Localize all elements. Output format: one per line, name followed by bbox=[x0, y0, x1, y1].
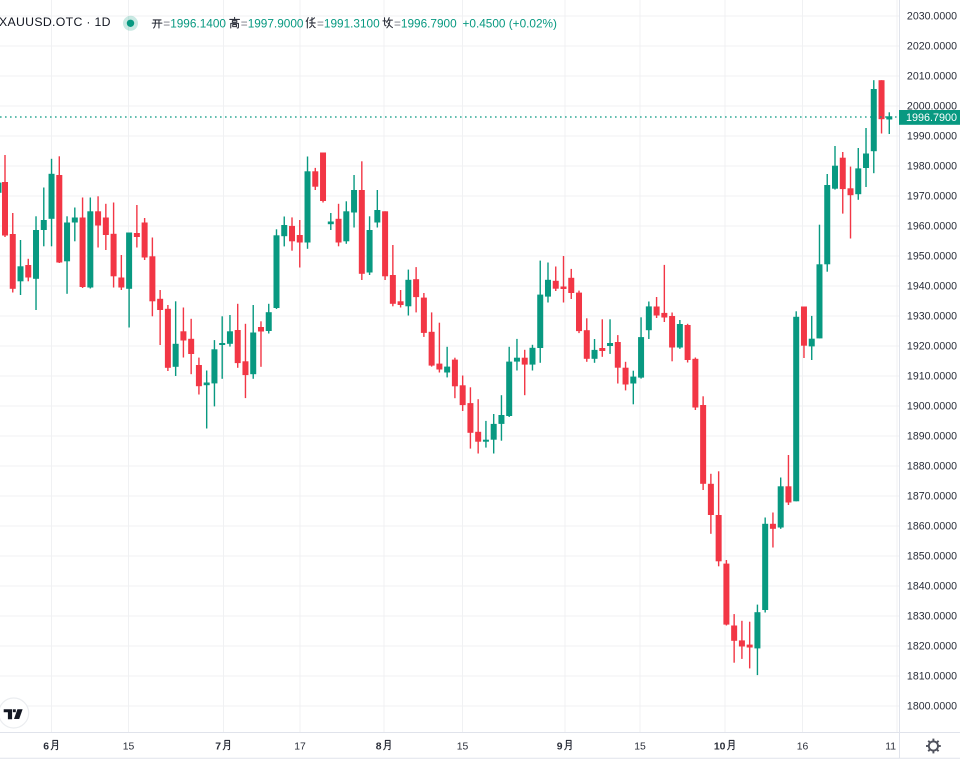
svg-text:11: 11 bbox=[885, 741, 896, 752]
svg-text:=1997.9000: =1997.9000 bbox=[241, 16, 304, 30]
svg-text:8: 8 bbox=[376, 741, 382, 752]
svg-text:1900.0000: 1900.0000 bbox=[907, 401, 957, 413]
svg-text:1970.0000: 1970.0000 bbox=[907, 191, 957, 203]
svg-text:9: 9 bbox=[557, 741, 563, 752]
svg-text:2000.0000: 2000.0000 bbox=[907, 101, 957, 113]
svg-text:1880.0000: 1880.0000 bbox=[907, 461, 957, 473]
svg-text:1960.0000: 1960.0000 bbox=[907, 221, 957, 233]
svg-text:1980.0000: 1980.0000 bbox=[907, 161, 957, 173]
svg-text:2020.0000: 2020.0000 bbox=[907, 41, 957, 53]
svg-text:1840.0000: 1840.0000 bbox=[907, 581, 957, 593]
svg-text:1800.0000: 1800.0000 bbox=[907, 701, 957, 713]
svg-text:16: 16 bbox=[797, 741, 809, 752]
svg-text:1870.0000: 1870.0000 bbox=[907, 491, 957, 503]
svg-text:1860.0000: 1860.0000 bbox=[907, 521, 957, 533]
svg-text:1920.0000: 1920.0000 bbox=[907, 341, 957, 353]
svg-text:XAUUSD.OTC · 1D: XAUUSD.OTC · 1D bbox=[0, 15, 111, 29]
svg-text:1940.0000: 1940.0000 bbox=[907, 281, 957, 293]
svg-text:15: 15 bbox=[123, 741, 135, 752]
svg-text:15: 15 bbox=[457, 741, 469, 752]
svg-text:2030.0000: 2030.0000 bbox=[907, 11, 957, 23]
svg-text:6: 6 bbox=[43, 741, 49, 752]
svg-text:1890.0000: 1890.0000 bbox=[907, 431, 957, 443]
svg-text:1950.0000: 1950.0000 bbox=[907, 251, 957, 263]
svg-text:10: 10 bbox=[714, 741, 726, 752]
svg-text:7: 7 bbox=[215, 741, 221, 752]
svg-text:1820.0000: 1820.0000 bbox=[907, 641, 957, 653]
svg-text:=1991.3100: =1991.3100 bbox=[317, 16, 380, 30]
svg-text:=1996.1400: =1996.1400 bbox=[163, 16, 226, 30]
svg-text:+0.4500 (+0.02%): +0.4500 (+0.02%) bbox=[463, 16, 558, 30]
svg-text:1810.0000: 1810.0000 bbox=[907, 671, 957, 683]
svg-text:1910.0000: 1910.0000 bbox=[907, 371, 957, 383]
svg-text:1990.0000: 1990.0000 bbox=[907, 131, 957, 143]
svg-text:2010.0000: 2010.0000 bbox=[907, 71, 957, 83]
svg-text:15: 15 bbox=[634, 741, 646, 752]
svg-text:1996.7900: 1996.7900 bbox=[906, 112, 957, 124]
svg-text:=1996.7900: =1996.7900 bbox=[394, 16, 457, 30]
svg-text:17: 17 bbox=[294, 741, 306, 752]
svg-text:1830.0000: 1830.0000 bbox=[907, 611, 957, 623]
svg-text:1930.0000: 1930.0000 bbox=[907, 311, 957, 323]
svg-text:1850.0000: 1850.0000 bbox=[907, 551, 957, 563]
